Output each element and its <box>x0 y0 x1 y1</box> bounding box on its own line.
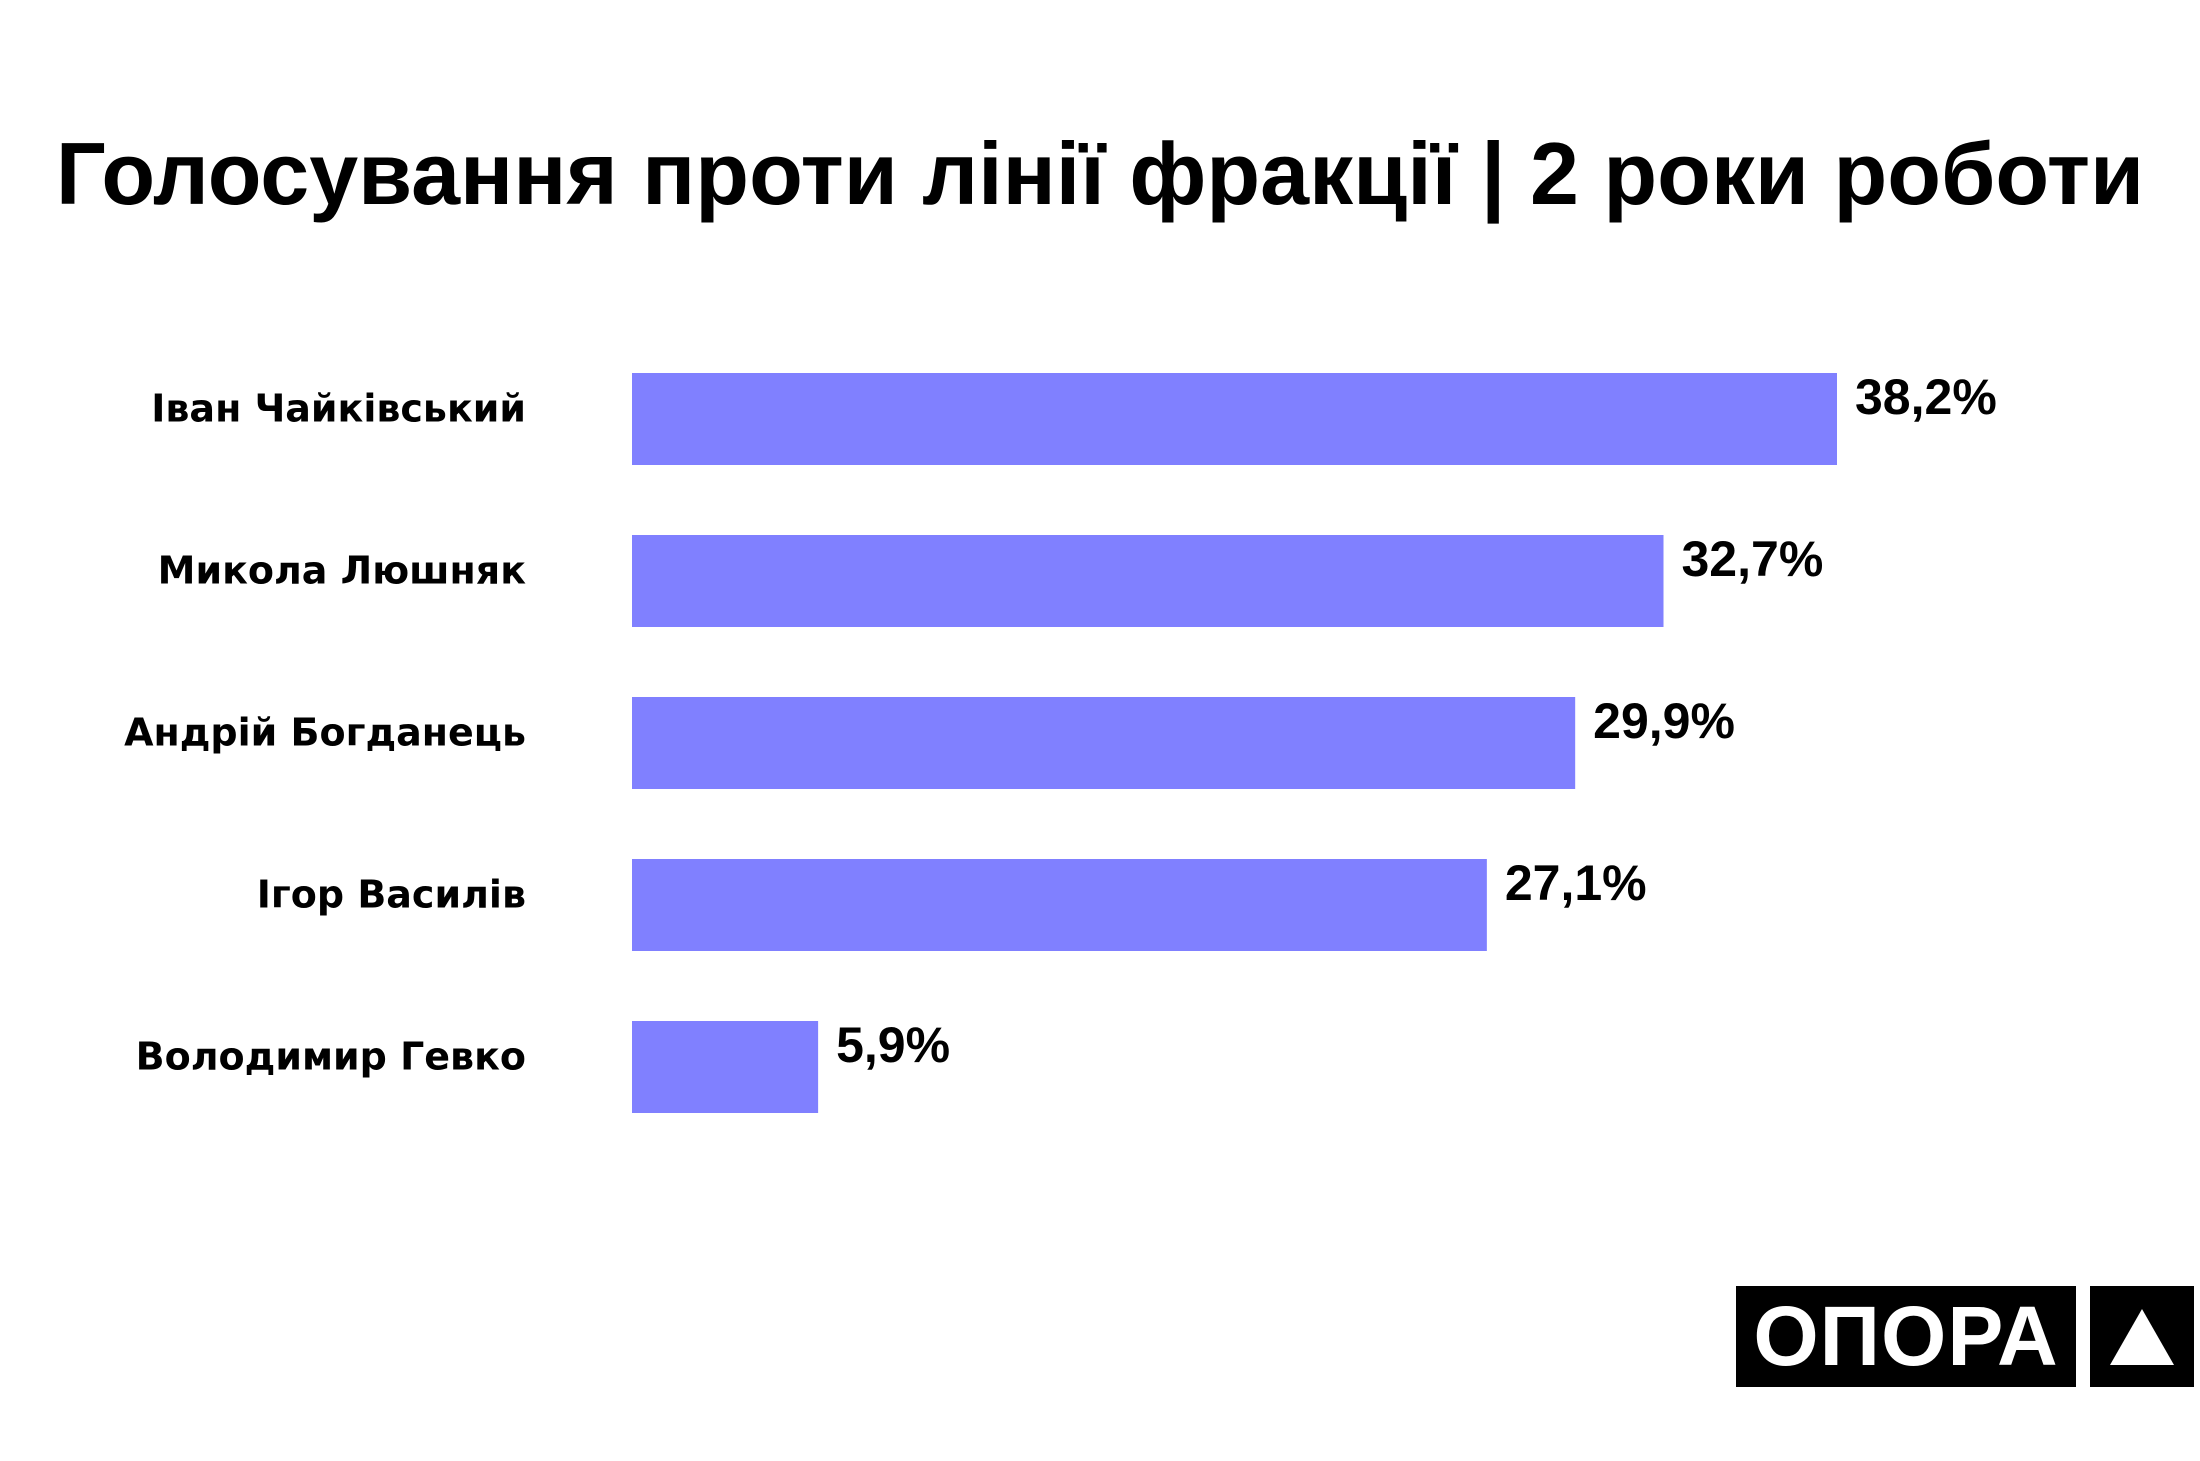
bar <box>632 373 1837 465</box>
category-label: Андрій Богданець <box>124 711 526 755</box>
category-label: Ігор Василів <box>257 873 526 917</box>
value-label: 38,2% <box>1855 369 1997 425</box>
category-label: Микола Люшняк <box>158 549 527 593</box>
value-label: 29,9% <box>1593 693 1735 749</box>
bar <box>632 859 1487 951</box>
labels-layer: Іван Чайківський 38,2% Микола Люшняк 32,7% А… <box>124 369 1997 1078</box>
category-label: Володимир Гевко <box>136 1035 526 1079</box>
bars-layer <box>632 373 1837 1113</box>
logo-mark <box>2090 1286 2194 1387</box>
value-label: 5,9% <box>836 1017 950 1073</box>
bar <box>632 697 1576 789</box>
bar <box>632 535 1664 627</box>
chart-title: Голосування проти лінії фракції | 2 роки… <box>55 124 2145 223</box>
bar <box>632 1021 819 1113</box>
value-label: 32,7% <box>1682 531 1824 587</box>
value-label: 27,1% <box>1505 855 1647 911</box>
triangle-icon <box>2110 1308 2174 1365</box>
logo-wordmark: ОПОРА <box>1736 1286 2076 1387</box>
category-label: Іван Чайківський <box>151 387 526 431</box>
opora-logo: ОПОРА <box>1736 1286 2194 1387</box>
